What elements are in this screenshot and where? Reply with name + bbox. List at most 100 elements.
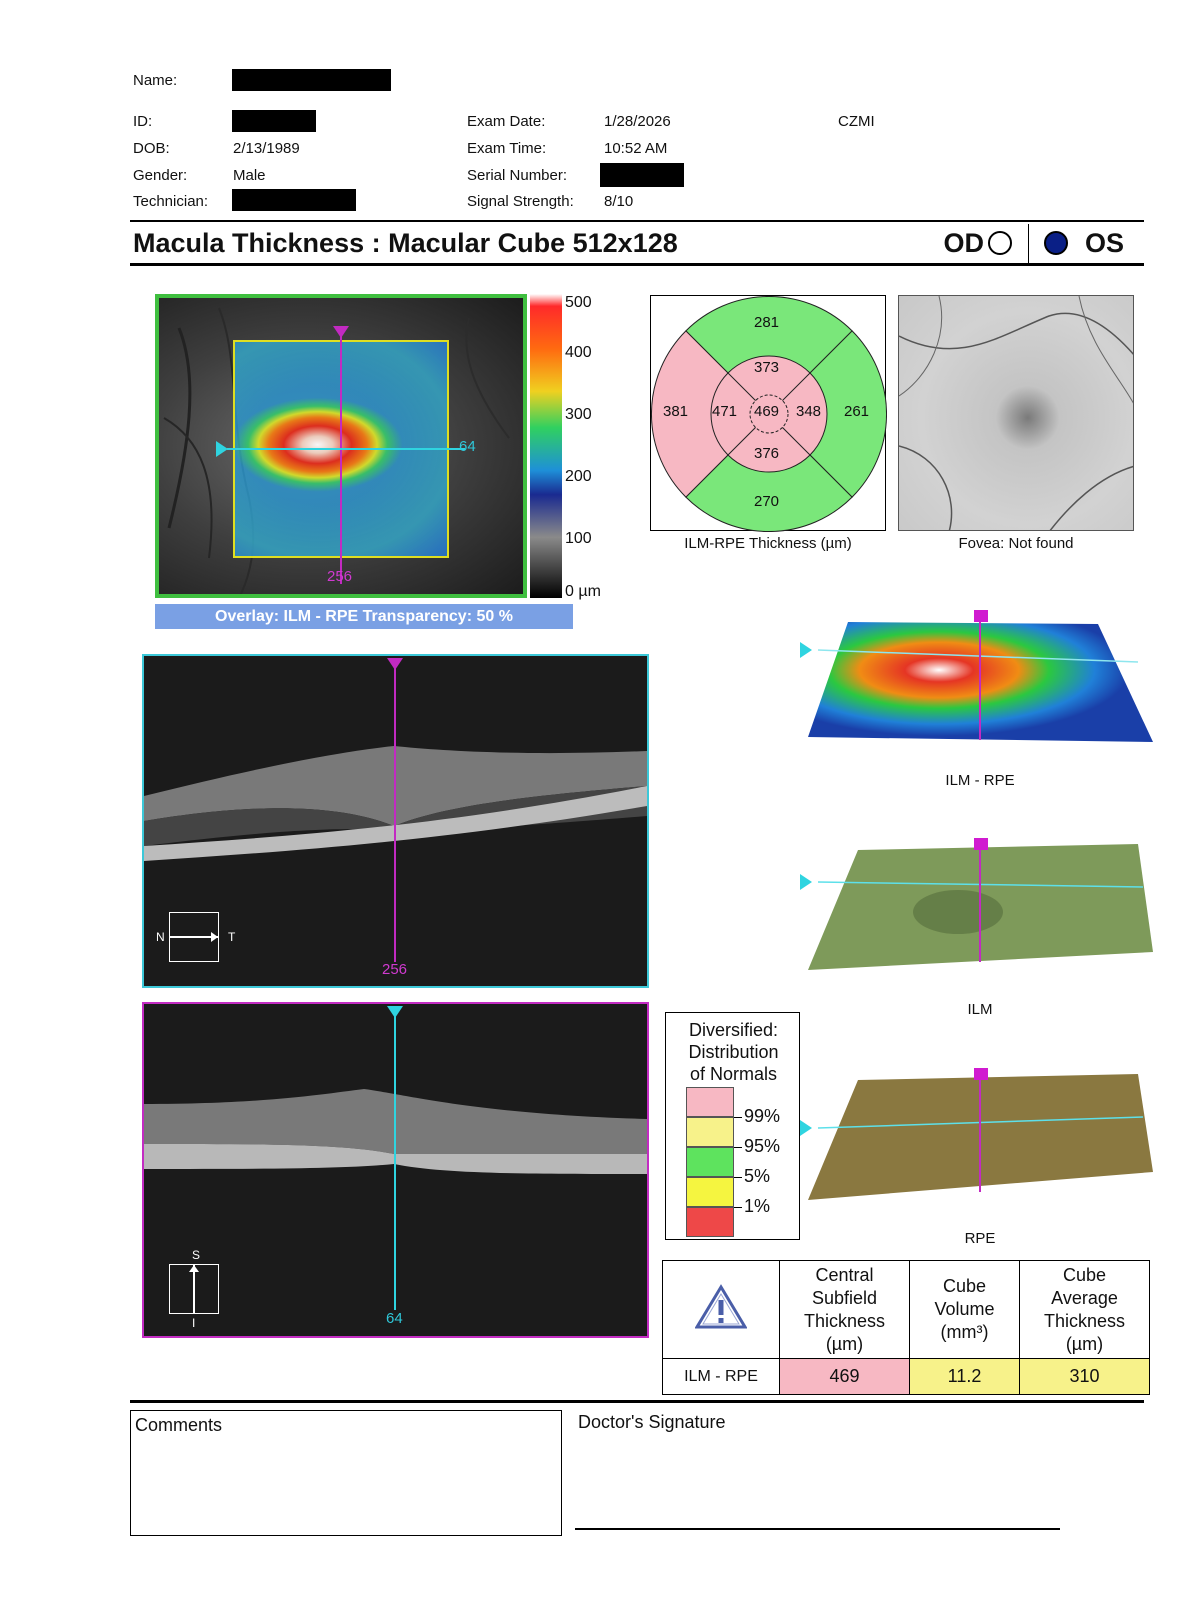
ilm-rpe-3d-caption: ILM - RPE (945, 772, 1015, 789)
vertical-marker-icon[interactable] (333, 326, 349, 338)
vertical-bscan-position-line[interactable] (394, 1014, 396, 1310)
vertical-bscan-marker-icon[interactable] (387, 1006, 403, 1018)
outer-inferior-sector (685, 413, 853, 532)
exam-date-value: 1/28/2026 (604, 113, 671, 130)
technician-redacted (232, 189, 356, 211)
header-cube-volume: Cube Volume (mm³) (909, 1260, 1020, 1359)
center-value: 469 (754, 403, 780, 420)
scale-label-200: 200 (565, 468, 592, 485)
legend-tick-1 (734, 1207, 742, 1208)
orientation-i-label: I (192, 1316, 196, 1330)
header-cv-line-2: Volume (934, 1299, 995, 1319)
legend-pct-5: 5% (744, 1166, 771, 1186)
legend-title-line-1: Diversified: (688, 1020, 779, 1040)
cube-volume-value: 11.2 (909, 1358, 1020, 1395)
vertical-bscan[interactable]: 64 S I (142, 1002, 649, 1338)
scale-label-300: 300 (565, 406, 592, 423)
rpe-3d-map[interactable] (800, 1068, 1153, 1202)
exam-date-label: Exam Date: (467, 113, 546, 130)
header-csf-line-4: (µm) (825, 1333, 864, 1354)
serial-redacted (600, 163, 684, 187)
horizontal-bscan-marker-icon[interactable] (387, 658, 403, 670)
legend-swatch-pink (686, 1087, 734, 1117)
header-cat-line-2: Average (1051, 1287, 1118, 1308)
ilm-3d-h-marker-icon[interactable] (800, 874, 812, 890)
scale-label-400: 400 (565, 344, 592, 361)
ilm-3d-caption: ILM (967, 1001, 993, 1018)
ilm-rpe-3d-v-marker-icon[interactable] (974, 610, 988, 622)
header-cv-line-3: (mm³) (940, 1322, 989, 1342)
signature-line[interactable] (575, 1528, 1060, 1530)
overlay-caption[interactable]: Overlay: ILM - RPE Transparency: 50 % (155, 604, 573, 629)
summary-header-row: Central Subfield Thickness (µm) Cube Vol… (662, 1260, 1150, 1359)
orientation-t-label: T (228, 930, 236, 944)
eye-os-radio[interactable] (1044, 231, 1068, 255)
header-central-subfield: Central Subfield Thickness (µm) (779, 1260, 910, 1359)
normative-legend: Diversified: Distribution of Normals 99%… (665, 1012, 800, 1240)
eye-os-label: OS (1084, 228, 1124, 258)
horizontal-bscan[interactable]: 256 N T (142, 654, 649, 988)
ilm-rpe-3d-surface (808, 617, 1153, 742)
comments-label: Comments (135, 1415, 223, 1435)
eye-od-radio[interactable] (988, 231, 1012, 255)
warning-cell (662, 1260, 780, 1359)
legend-tick-5 (734, 1177, 742, 1178)
outer-nasal-sector (651, 330, 770, 498)
horizontal-marker-icon[interactable] (216, 441, 228, 457)
inner-nasal-value: 471 (712, 403, 738, 420)
rpe-3d-v-marker-icon[interactable] (974, 1068, 988, 1080)
ilm-3d-v-marker-icon[interactable] (974, 838, 988, 850)
legend-pct-1: 1% (744, 1196, 771, 1216)
exam-time-value: 10:52 AM (604, 140, 668, 157)
header-csf-line-1: Central (815, 1264, 874, 1285)
horizontal-bscan-marker-number: 256 (382, 961, 408, 978)
header-cat-line-1: Cube (1062, 1264, 1107, 1285)
legend-swatch-red (686, 1207, 734, 1237)
inner-inferior-value: 376 (754, 445, 780, 462)
technician-label: Technician: (133, 193, 209, 210)
orientation-nt-icon (169, 912, 219, 962)
rpe-3d-caption: RPE (964, 1230, 996, 1247)
report-title: Macula Thickness : Macular Cube 512x128 (133, 228, 678, 258)
name-label: Name: (133, 72, 178, 89)
fundus-thickness-overlay[interactable]: 64 256 (155, 294, 527, 598)
legend-swatch-light-yellow (686, 1117, 734, 1147)
vertical-marker-number: 256 (327, 568, 353, 585)
legend-swatch-green (686, 1147, 734, 1177)
horizontal-scan-line[interactable] (227, 448, 465, 450)
orientation-n-label: N (156, 930, 165, 944)
gender-value: Male (233, 167, 266, 184)
id-label: ID: (133, 113, 153, 130)
header-cat-line-4: (µm) (1065, 1333, 1104, 1354)
vertical-bscan-marker-number: 64 (386, 1310, 403, 1327)
dob-label: DOB: (133, 140, 170, 157)
ilm-rpe-3d-map[interactable] (800, 610, 1153, 747)
ilm-rpe-3d-h-marker-icon[interactable] (800, 642, 812, 658)
eye-separator (1028, 224, 1029, 264)
header-cat-line-3: Thickness (1043, 1310, 1126, 1331)
etdrs-grid-svg (651, 296, 887, 532)
summary-value-row: ILM - RPE 469 11.2 310 (662, 1358, 1150, 1395)
legend-title-line-3: of Normals (689, 1064, 778, 1084)
outer-temporal-value: 261 (844, 403, 870, 420)
orientation-si-icon (169, 1264, 219, 1314)
comments-box[interactable]: Comments (130, 1410, 562, 1536)
signal-value: 8/10 (604, 193, 634, 210)
horizontal-bscan-position-line[interactable] (394, 666, 396, 962)
legend-title-line-2: Distribution (688, 1042, 779, 1062)
horizontal-marker-number: 64 (459, 438, 476, 455)
legend-tick-99 (734, 1117, 742, 1118)
ilm-3d-map[interactable] (800, 838, 1153, 972)
vertical-scan-line[interactable] (340, 334, 342, 584)
outer-superior-sector (685, 296, 853, 415)
header-csf-line-2: Subfield (811, 1287, 878, 1308)
rpe-3d-h-marker-icon[interactable] (800, 1120, 812, 1136)
thickness-summary-table: Central Subfield Thickness (µm) Cube Vol… (662, 1260, 1150, 1395)
scale-label-500: 500 (565, 294, 592, 311)
outer-inferior-value: 270 (754, 493, 780, 510)
gender-label: Gender: (133, 167, 188, 184)
fovea-caption: Fovea: Not found (958, 535, 1074, 552)
header-cube-average-thickness: Cube Average Thickness (µm) (1019, 1260, 1150, 1359)
cube-average-value: 310 (1019, 1358, 1150, 1395)
etdrs-thickness-grid: 281 373 381 471 469 348 261 376 270 (650, 295, 887, 532)
